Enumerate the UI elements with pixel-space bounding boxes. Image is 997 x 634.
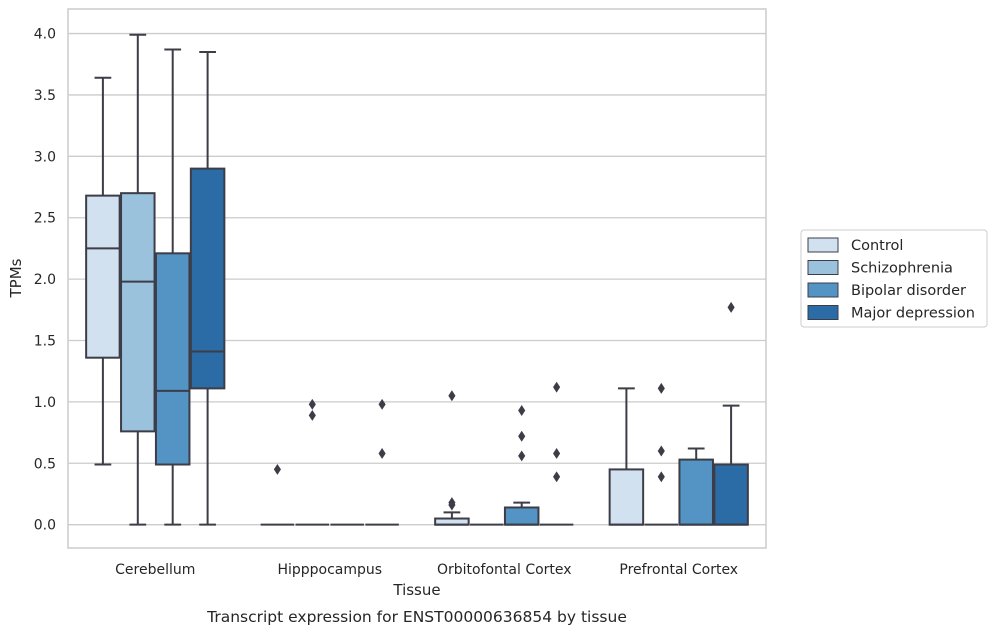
- legend-swatch: [807, 305, 839, 320]
- y-tick-label: 0.5: [34, 456, 56, 472]
- x-tick-label: Cerebellum: [115, 562, 195, 578]
- box: [189, 50, 226, 526]
- series-bipolar-disorder: [154, 48, 714, 526]
- x-tick-label: Prefrontal Cortex: [619, 562, 738, 578]
- y-axis-title: TPMs: [7, 258, 25, 298]
- plot-frame: [67, 8, 767, 549]
- outlier-point: [553, 448, 561, 459]
- box: [434, 390, 470, 526]
- box: [154, 48, 191, 526]
- legend-label: Schizophrenia: [851, 261, 953, 277]
- legend-label: Bipolar disorder: [851, 283, 966, 299]
- outlier-point: [378, 448, 386, 459]
- box: [608, 387, 645, 526]
- box: [260, 463, 295, 526]
- legend-label: Major depression: [851, 306, 975, 322]
- x-axis-title: Tissue: [392, 581, 440, 599]
- box: [295, 398, 330, 526]
- outlier-point: [518, 430, 526, 442]
- outlier-point: [518, 450, 526, 462]
- box-body: [608, 468, 645, 526]
- outlier-point: [657, 445, 665, 457]
- outlier-point: [657, 471, 665, 483]
- box-series-group: [85, 33, 749, 526]
- outlier-point: [448, 390, 456, 402]
- outlier-point: [378, 398, 386, 410]
- y-tick-label: 1.0: [34, 395, 56, 411]
- box-body: [713, 463, 749, 526]
- legend-label: Control: [851, 238, 903, 254]
- x-tick-labels: Cerebellum Hipppocampus Orbitofontal Corte…: [115, 562, 738, 578]
- series-control: [85, 76, 645, 526]
- y-tick-label: 3.0: [34, 149, 56, 165]
- box: [120, 33, 156, 526]
- x-tick-label: Orbitofontal Cortex: [437, 562, 572, 578]
- box-body: [189, 167, 226, 390]
- box-body: [503, 506, 540, 526]
- outlier-point: [448, 497, 456, 509]
- box: [713, 301, 749, 526]
- series-major-depression: [189, 50, 749, 526]
- y-tick-label: 1.5: [34, 334, 56, 350]
- legend-swatch: [807, 237, 839, 253]
- outlier-point: [657, 382, 665, 394]
- outlier-point: [308, 398, 316, 410]
- outlier-point: [518, 405, 526, 416]
- y-tick-label: 4.0: [34, 27, 56, 43]
- outlier-point: [308, 409, 316, 421]
- legend-frame: [800, 229, 988, 328]
- legend: Control Schizophrenia Bipolar disorder Majo…: [800, 229, 988, 328]
- outlier-point: [553, 471, 561, 483]
- outlier-point: [273, 463, 281, 475]
- legend-swatch: [807, 260, 839, 275]
- box-body: [154, 252, 191, 466]
- box-body: [678, 458, 714, 526]
- y-tick-label: 3.5: [34, 88, 56, 104]
- outlier-point: [727, 301, 735, 313]
- legend-swatch: [807, 282, 839, 298]
- box: [503, 405, 540, 526]
- box: [539, 381, 574, 526]
- x-tick-label: Hipppocampus: [277, 562, 382, 578]
- box: [365, 398, 399, 526]
- y-tick-labels: 0.0 0.5 1.0 1.5 2.0 2.5 3.0 3.5 4.0: [34, 27, 56, 534]
- chart-caption: Transcript expression for ENST0000063685…: [206, 608, 627, 626]
- outlier-point: [553, 381, 561, 393]
- y-tick-label: 2.0: [34, 272, 56, 288]
- y-tick-label: 0.0: [34, 518, 56, 534]
- box-body: [120, 192, 156, 433]
- box: [644, 382, 679, 526]
- y-tick-label: 2.5: [34, 211, 56, 227]
- box: [678, 447, 714, 526]
- box: [85, 76, 121, 466]
- box-body: [85, 194, 121, 359]
- series-schizophrenia: [120, 33, 679, 526]
